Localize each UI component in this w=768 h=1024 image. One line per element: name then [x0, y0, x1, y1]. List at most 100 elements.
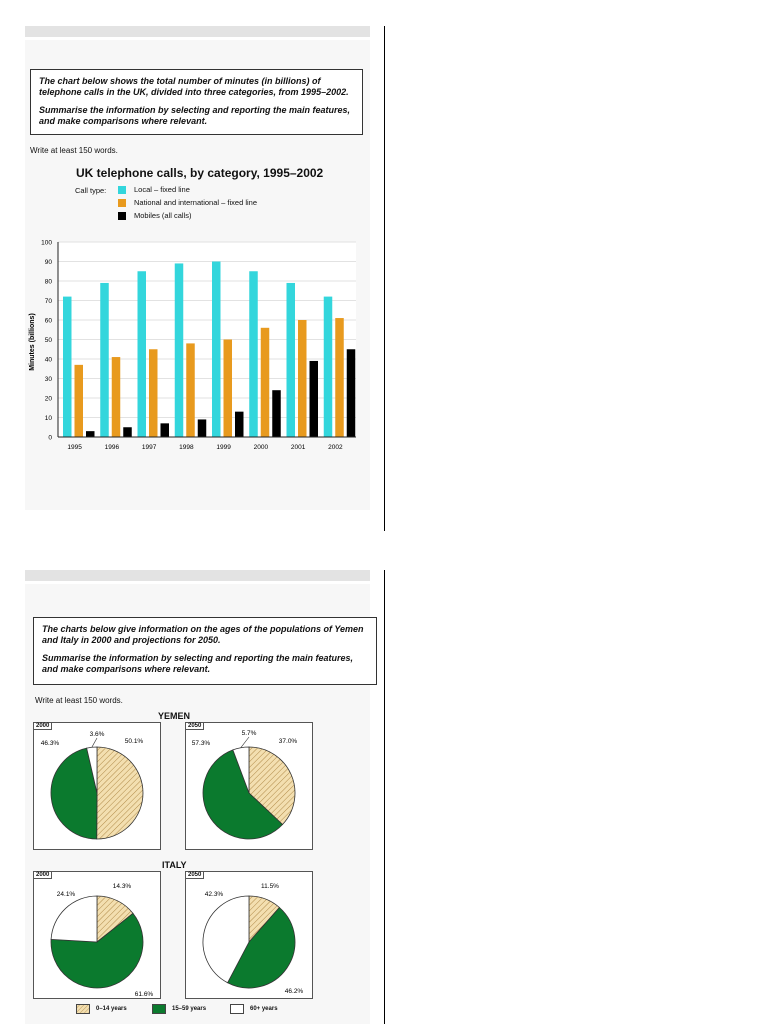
prompt-description: The chart below shows the total number o… [39, 76, 349, 97]
legend-label-mobile: Mobiles (all calls) [134, 211, 192, 220]
bar-mobile-1997 [160, 423, 169, 437]
y-tick-label: 50 [45, 337, 53, 344]
pie-value-label: 14.3% [113, 883, 132, 890]
pie-value-label: 61.6% [135, 991, 154, 998]
pie-chart-italy-2050: 11.5% 46.2% 42.3% [202, 883, 304, 995]
x-tick-label: 1998 [179, 444, 194, 451]
pie-slice-60-plus [232, 746, 250, 794]
x-tick-label: 1997 [142, 444, 157, 451]
pie-slice-15-59 [50, 912, 144, 989]
bar-mobile-1996 [123, 427, 132, 437]
bar-local-1997 [137, 271, 146, 437]
bar-mobile-2002 [346, 349, 356, 437]
prompt-description-2: The charts below give information on the… [42, 624, 364, 645]
pie-value-label: 11.5% [261, 883, 279, 890]
bar-local-1998 [174, 263, 184, 437]
region-title-italy: ITALY [162, 860, 187, 870]
y-tick-label: 60 [45, 318, 53, 325]
bar-local-2000 [249, 271, 258, 437]
pie-slice-15-59 [227, 906, 296, 989]
bar-local-1996 [100, 282, 109, 437]
pie-legend-old: 60+ years [230, 1004, 278, 1014]
year-label: 2000 [33, 722, 53, 730]
legend-item-national: National and international – fixed line [118, 197, 257, 208]
legend-label-working: 15–59 years [172, 1006, 207, 1012]
year-label: 2050 [185, 722, 205, 730]
x-tick-label: 2000 [254, 444, 269, 451]
bar-national-1999 [223, 339, 232, 437]
bar-mobile-1995 [86, 431, 95, 437]
pie-box-yemen-2000: 2000 50.1% 46.3% 3.6% [33, 722, 161, 850]
y-tick-label: 70 [45, 298, 53, 305]
bar-local-1999 [212, 261, 221, 437]
bar-local-1995 [63, 296, 72, 437]
legend-item-mobile: Mobiles (all calls) [118, 210, 257, 221]
pie-value-label: 42.3% [205, 891, 224, 898]
legend-swatch-working [152, 1004, 166, 1014]
y-axis-label: Minutes (billions) [29, 313, 36, 371]
bar-national-2000 [260, 327, 270, 437]
legend-label-old: 60+ years [250, 1006, 278, 1012]
legend-swatch-young [76, 1004, 90, 1014]
word-count-instruction: Write at least 150 words. [30, 146, 118, 155]
leader-line [240, 736, 250, 748]
bar-national-1996 [111, 357, 121, 437]
bar-national-1998 [186, 343, 195, 437]
prompt-instruction-2: Summarise the information by selecting a… [42, 653, 354, 674]
pie-value-label: 3.6% [90, 731, 105, 738]
region-title-yemen: YEMEN [158, 711, 191, 721]
chart-legend: Local – fixed line National and internat… [118, 184, 257, 221]
bar-local-2002 [323, 296, 333, 437]
y-tick-label: 80 [45, 279, 53, 286]
pie-legend-young: 0–14 years [76, 1004, 127, 1014]
bar-national-1997 [149, 349, 158, 437]
y-tick-label: 20 [45, 396, 53, 403]
bar-mobile-2000 [272, 390, 281, 437]
pie-chart-yemen-2050: 37.0% 57.3% 5.7% [192, 730, 297, 840]
bar-national-2001 [298, 320, 307, 437]
year-label: 2050 [185, 871, 205, 879]
bar-mobile-1999 [235, 411, 244, 437]
pie-slice-60-plus [86, 746, 98, 794]
x-tick-label: 1995 [67, 444, 82, 451]
y-tick-label: 0 [48, 435, 52, 442]
pie-slice-60-plus [202, 895, 250, 984]
legend-item-local: Local – fixed line [118, 184, 257, 195]
pie-value-label: 5.7% [242, 730, 257, 737]
y-tick-label: 30 [45, 376, 53, 383]
pie-slice-15-59 [50, 747, 98, 840]
prompt-instruction: Summarise the information by selecting a… [39, 105, 351, 126]
bar-national-2002 [335, 318, 344, 437]
pie-value-label: 46.2% [285, 988, 304, 995]
legend-title: Call type: [75, 186, 107, 195]
pie-slice-0-14 [96, 746, 144, 840]
x-tick-label: 1996 [105, 444, 120, 451]
section-header-bar-2 [25, 570, 370, 581]
legend-swatch-old [230, 1004, 244, 1014]
bar-national-1995 [74, 364, 83, 437]
legend-swatch-mobile [118, 211, 126, 220]
task-prompt-box: The chart below shows the total number o… [30, 69, 363, 135]
pie-value-label: 46.3% [41, 740, 60, 747]
chart-title: UK telephone calls, by category, 1995–20… [76, 166, 324, 180]
legend-swatch-national [118, 198, 126, 207]
page-divider-2 [384, 570, 385, 1024]
y-tick-label: 10 [45, 415, 53, 422]
bar-mobile-1998 [197, 419, 207, 437]
y-tick-label: 40 [45, 357, 53, 364]
bar-chart: 0 10 20 30 40 50 60 70 80 90 100 1995 1996 1997 1998 19… [29, 240, 356, 451]
y-tick-label: 90 [45, 259, 53, 266]
x-tick-label: 1999 [216, 444, 231, 451]
legend-swatch-local [118, 185, 126, 194]
year-label: 2000 [33, 871, 53, 879]
pie-value-label: 50.1% [125, 738, 144, 745]
pie-value-label: 57.3% [192, 740, 211, 747]
pie-slice-0-14 [248, 746, 296, 826]
pie-legend-working: 15–59 years [152, 1004, 206, 1014]
pie-box-italy-2000: 2000 14.3% 61.6% 24.1% [33, 871, 161, 999]
legend-label-national: National and international – fixed line [134, 198, 257, 207]
legend-label-young: 0–14 years [96, 1006, 127, 1012]
pie-box-yemen-2050: 2050 37.0% 57.3% 5.7% [185, 722, 313, 850]
pie-slice-60-plus [50, 895, 98, 943]
y-tick-label: 100 [41, 240, 52, 247]
